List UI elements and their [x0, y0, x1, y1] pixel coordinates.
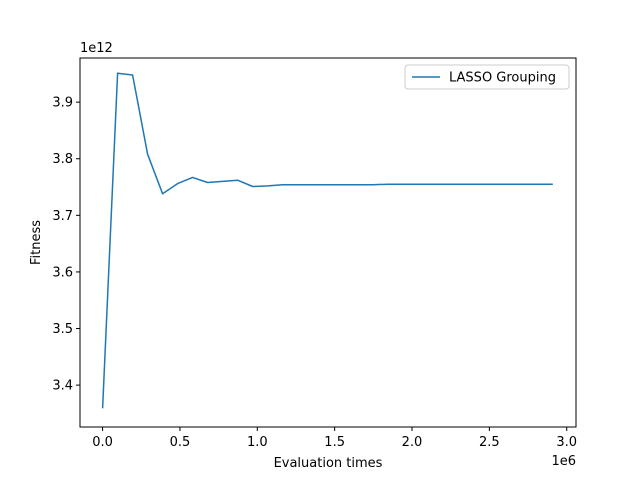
legend-box [404, 64, 570, 90]
legend-label-lasso-grouping: LASSO Grouping [449, 71, 556, 86]
x-tick-label: 1.5 [324, 435, 345, 450]
y-tick-label: 3.4 [52, 379, 73, 394]
x-tick-label: 3.0 [556, 435, 577, 450]
series-layer [101, 72, 553, 409]
axes-frame [79, 57, 577, 428]
x-tick-label: 0.5 [170, 435, 191, 450]
y-tick-label: 3.8 [52, 152, 73, 167]
x-axis-offset-label: 1e6 [551, 454, 576, 469]
x-axis-label: Evaluation times [274, 456, 383, 471]
x-tick-label: 1.0 [247, 435, 268, 450]
legend: LASSO Grouping [404, 64, 570, 90]
x-tick-label: 0.0 [92, 435, 113, 450]
x-tick-label: 2.5 [479, 435, 500, 450]
y-axis-label: Fitness [29, 220, 44, 265]
y-tick-label: 3.6 [52, 265, 73, 280]
y-axis-offset-label: 1e12 [80, 41, 113, 56]
x-tick-label: 2.0 [402, 435, 423, 450]
y-tick-label: 3.9 [52, 96, 73, 111]
y-tick-label: 3.7 [52, 209, 73, 224]
y-tick-label: 3.5 [52, 322, 73, 337]
series-line-lasso-grouping [101, 72, 553, 409]
x-axis-ticks: 0.0 0.5 1.0 1.5 2.0 2.5 3.0 [92, 427, 577, 450]
y-axis-ticks: 3.4 3.5 3.6 3.7 3.8 3.9 [52, 96, 80, 394]
